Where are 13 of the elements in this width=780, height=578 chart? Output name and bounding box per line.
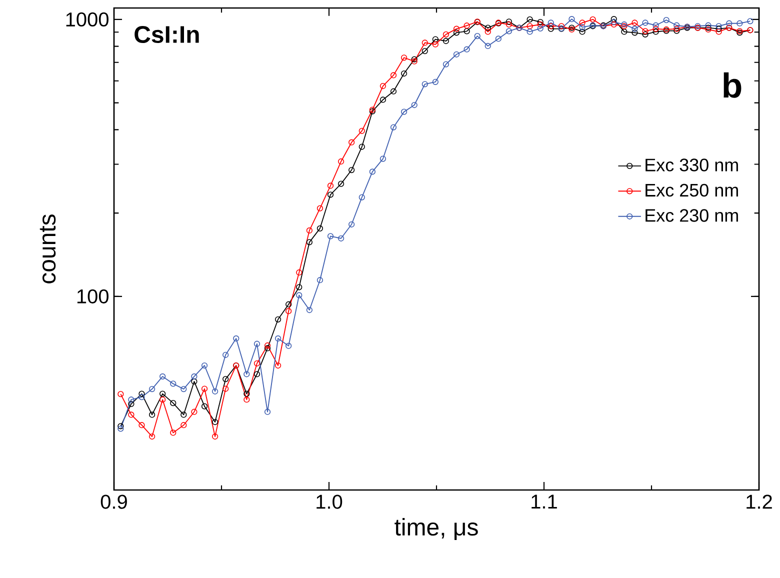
x-tick-label: 1.0 — [316, 494, 342, 509]
x-axis-title: time, μs — [394, 518, 478, 540]
y-axis-title: counts — [40, 214, 56, 284]
x-tick-label: 1.1 — [532, 494, 557, 508]
y-tick-label: 100 — [77, 289, 108, 304]
annotation: CsI:In — [134, 26, 199, 43]
legend-label: Exc 230 nm — [646, 209, 738, 222]
x-tick-label: 0.9 — [100, 494, 127, 509]
legend-label: Exc 250 nm — [646, 184, 738, 197]
x-tick-label: 1.2 — [746, 494, 772, 509]
annotation: b — [724, 72, 742, 98]
legend-label: Exc 330 nm — [646, 158, 738, 172]
y-tick-label: 1000 — [66, 12, 108, 27]
